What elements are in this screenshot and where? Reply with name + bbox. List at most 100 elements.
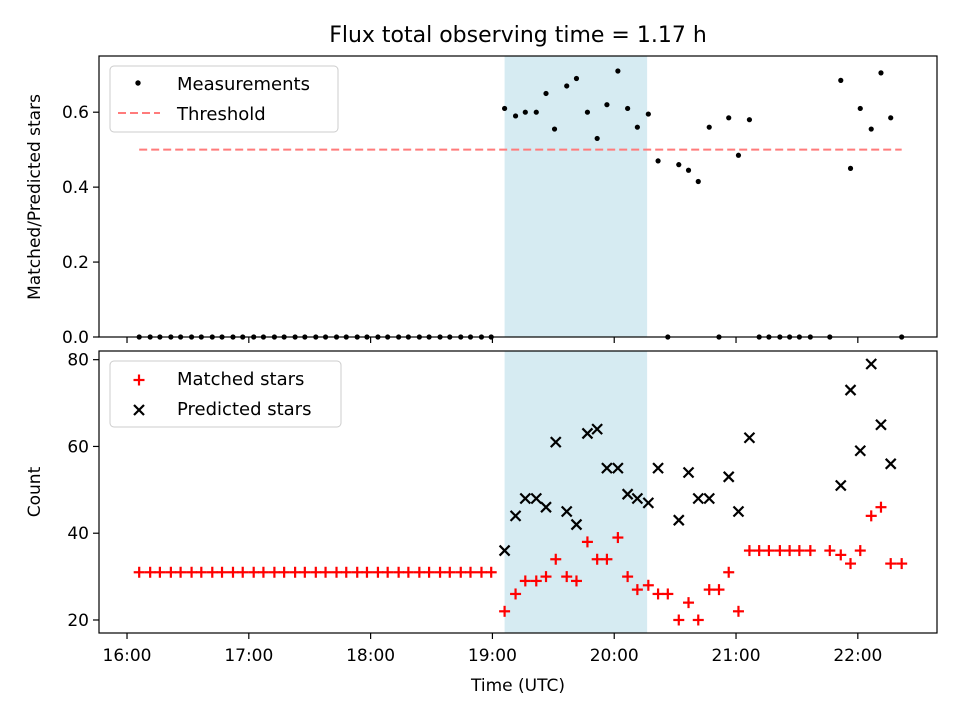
matched-stars-point [854,545,866,557]
bottom-y-ticks: 20 40 60 80 [67,351,99,631]
matched-stars-point [227,566,239,578]
predicted-stars-point [612,462,624,474]
predicted-stars-point [530,492,543,505]
matched-stars-point [784,545,796,557]
predicted-stars-point [591,423,603,435]
predicted-stars-point [844,384,857,396]
matched-stars-point [510,588,522,600]
measurement-point [594,135,600,142]
measurement-point [706,124,712,130]
matched-stars-legend-label: Matched stars [177,369,304,390]
predicted-stars-point [519,492,532,505]
matched-stars-point [885,558,897,570]
predicted-stars-legend-label: Predicted stars [177,399,311,420]
predicted-stars-point [692,492,705,505]
x-tick-label: 18:00 [346,646,395,666]
measurement-point [888,115,894,121]
measurement-point [645,111,651,117]
predicted-stars-point [884,458,897,470]
predicted-stars-point [673,514,685,526]
predicted-stars-point [631,492,644,505]
matched-stars-point [299,566,311,578]
predicted-stars-point [652,462,664,474]
matched-stars-point [581,536,593,548]
x-tick-label: 19:00 [468,646,517,666]
y-tick-label: 80 [67,351,89,371]
predicted-stars-point [854,445,867,457]
matched-stars-point [186,566,198,578]
bottom-legend-box [109,360,342,428]
matched-stars-point [165,566,177,578]
matched-stars-point [622,571,634,583]
y-tick-label: 0.6 [62,103,89,123]
top-panel-frame [98,55,938,338]
legend-x-glyph [133,404,145,416]
predicted-stars-point [549,436,562,448]
matched-stars-point [774,545,786,557]
matched-stars-point [793,545,805,557]
predicted-stars-point [743,431,756,444]
y-tick-label: 0.4 [62,178,89,198]
matched-stars-point [662,588,674,600]
matched-stars-point [570,575,582,587]
chart-title: Flux total observing time = 1.17 h [329,23,707,48]
measurement-point [625,105,631,112]
x-tick-label: 16:00 [103,646,152,666]
matched-stars-point [723,566,735,578]
matched-stars-point [499,605,511,617]
x-tick-label: 20:00 [590,646,639,666]
matched-stars-point [133,566,145,578]
matched-stars-point [351,566,363,578]
y-tick-label: 0.2 [62,253,89,273]
matched-stars-point [413,566,425,578]
matched-stars-point [631,584,643,596]
matched-stars-point [444,566,456,578]
bottom-panel-frame [98,350,938,634]
y-tick-label: 60 [67,437,89,457]
matched-stars-point [248,566,260,578]
matched-stars-point [530,575,542,587]
measurement-point [551,126,558,132]
predicted-stars-point [642,497,655,509]
measurement-point [512,113,519,119]
bottom-panel-marks [133,358,908,626]
matched-stars-point [692,614,704,626]
x-tick-label: 22:00 [833,646,882,666]
matched-stars-point [289,566,301,578]
predicted-stars-point [722,471,735,483]
matched-stars-point [835,549,847,561]
legend-plus-glyph [133,374,145,386]
matched-stars-point [268,566,280,578]
top-legend-box [109,65,339,133]
measurement-point [868,126,874,132]
top-x-ticks [126,337,859,343]
matched-stars-point [601,553,613,565]
bottom-y-axis-label: Count [25,466,45,517]
matched-stars-point [896,558,908,570]
matched-stars-point [683,597,695,609]
measurement-point [522,109,528,115]
matched-stars-point [519,575,531,587]
matched-stars-point [402,566,414,578]
matched-stars-point [175,566,187,578]
matched-stars-point [310,566,322,578]
matched-stars-point [154,566,166,578]
matched-stars-point [673,614,685,626]
matched-stars-point [257,566,269,578]
measurement-point [573,75,580,82]
matched-stars-point [382,566,394,578]
matched-stars-point [763,545,775,557]
measurement-point [533,109,539,115]
observing-window-shade [504,56,648,337]
measurement-point [735,152,742,158]
measurement-point [543,90,549,97]
predicted-stars-point [682,466,695,479]
top-legend: Measurements Threshold [109,65,339,133]
matched-stars-point [320,566,332,578]
matched-stars-point [195,566,207,578]
matched-stars-legend-marker [133,374,145,386]
matched-stars-point [824,545,836,557]
predicted-stars-point [601,462,613,474]
measurement-point [746,117,753,123]
bottom-legend: Matched stars Predicted stars [109,360,342,428]
